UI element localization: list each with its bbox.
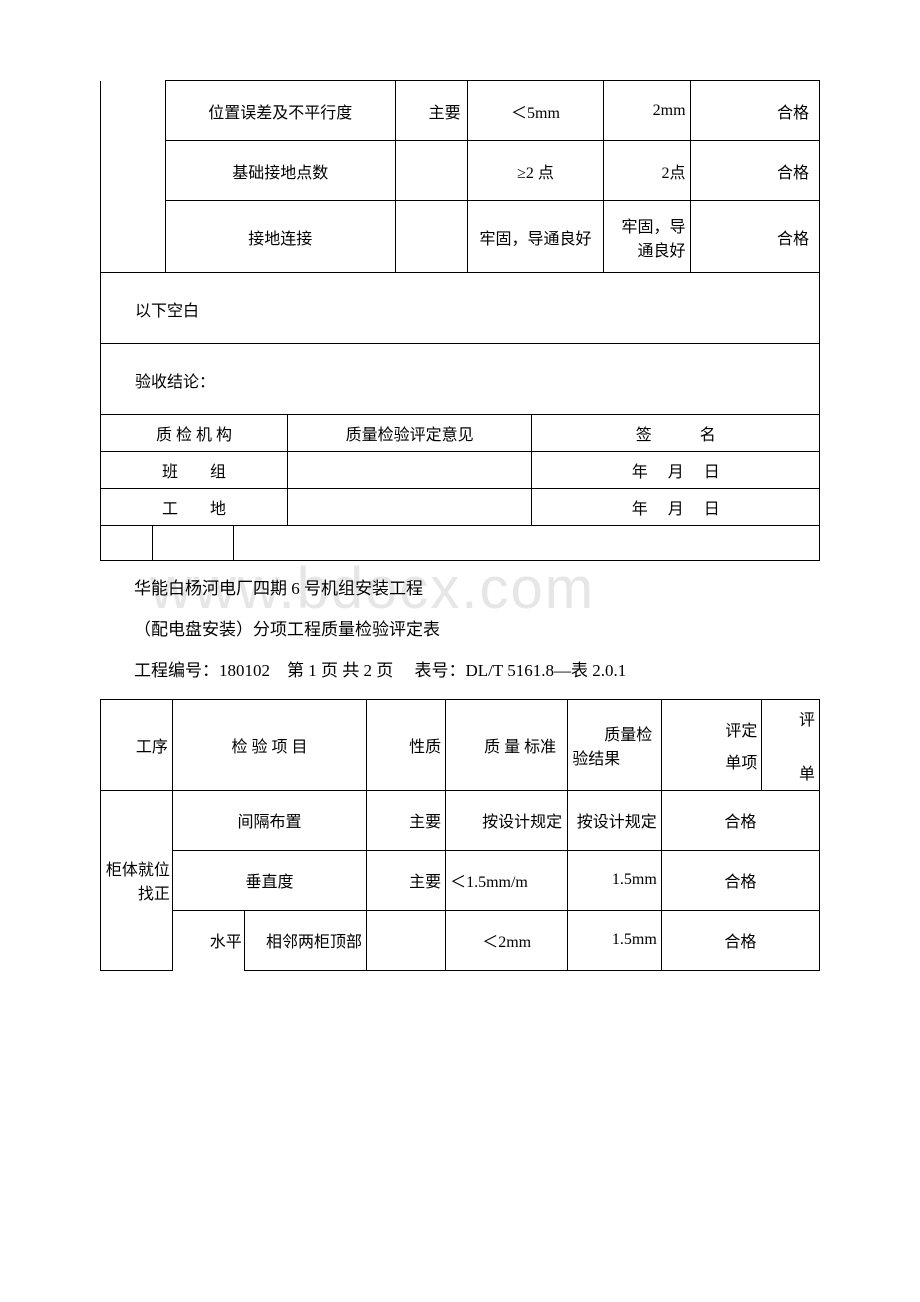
item-cell: 间隔布置: [172, 790, 366, 850]
result-cell: 2点: [604, 141, 690, 201]
site-date: 年 月 日: [532, 489, 820, 526]
eval-cell: 合格: [661, 850, 819, 910]
nature-cell: 主要: [367, 850, 446, 910]
nature-cell: [367, 910, 446, 970]
qc-org-label: 质 检 机 构: [101, 415, 288, 452]
head-nature: 性质: [367, 699, 446, 790]
site-opinion: [287, 489, 531, 526]
blank-row: 以下空白: [101, 273, 820, 344]
eval-cell: 合格: [690, 81, 819, 141]
item-cell-a: 水平: [172, 910, 244, 970]
result-cell: 牢固，导通良好: [604, 201, 690, 273]
standard-cell: 牢固，导通良好: [467, 201, 604, 273]
eval-cell: 合格: [690, 141, 819, 201]
site-label: 工 地: [101, 489, 288, 526]
head-eval-extra: 评 单: [762, 699, 820, 790]
result-cell: 1.5mm: [568, 850, 661, 910]
item-cell: 垂直度: [172, 850, 366, 910]
head-result: 质量检验结果: [568, 699, 661, 790]
standard-cell: ＜5mm: [467, 81, 604, 141]
head-item: 检 验 项 目: [172, 699, 366, 790]
nature-cell: [395, 141, 467, 201]
mid-line-3: 工程编号：180102 第 1 页 共 2 页 表号：DL/T 5161.8—表…: [100, 657, 820, 684]
team-date: 年 月 日: [532, 452, 820, 489]
result-cell: 2mm: [604, 81, 690, 141]
standard-cell: ＜1.5mm/m: [446, 850, 568, 910]
inspection-table-2: 工序 检 验 项 目 性质 质 量 标准 质量检验结果 评定 单项 评 单 柜体…: [100, 699, 820, 971]
standard-cell: 按设计规定: [446, 790, 568, 850]
eval-cell: 合格: [690, 201, 819, 273]
nature-cell: 主要: [367, 790, 446, 850]
team-opinion: [287, 452, 531, 489]
result-cell: 1.5mm: [568, 910, 661, 970]
row-group-cell: [101, 141, 166, 201]
head-eval-unit: 评定 单项: [661, 699, 762, 790]
qc-opinion-label: 质量检验评定意见: [287, 415, 531, 452]
conclusion-row: 验收结论：: [101, 344, 820, 415]
item-cell-b: 相邻两柜顶部: [244, 910, 366, 970]
head-standard: 质 量 标准: [446, 699, 568, 790]
team-label: 班 组: [101, 452, 288, 489]
row-group-cell: [101, 81, 166, 141]
signoff-table: 质 检 机 构 质量检验评定意见 签 名 班 组 年 月 日 工 地 年 月 日: [100, 414, 820, 561]
head-seq: 工序: [101, 699, 173, 790]
group-label: 柜体就位找正: [101, 790, 173, 970]
standard-cell: ＜2mm: [446, 910, 568, 970]
standard-cell: ≥2 点: [467, 141, 604, 201]
item-cell: 位置误差及不平行度: [165, 81, 395, 141]
item-cell: 接地连接: [165, 201, 395, 273]
eval-cell: 合格: [661, 790, 819, 850]
inspection-table-1: 位置误差及不平行度 主要 ＜5mm 2mm 合格 基础接地点数 ≥2 点 2点 …: [100, 80, 820, 415]
item-cell: 基础接地点数: [165, 141, 395, 201]
nature-cell: [395, 201, 467, 273]
sign-label: 签 名: [532, 415, 820, 452]
nature-cell: 主要: [395, 81, 467, 141]
eval-cell: 合格: [661, 910, 819, 970]
result-cell: 按设计规定: [568, 790, 661, 850]
mid-line-1: 华能白杨河电厂四期 6 号机组安装工程: [100, 575, 820, 602]
mid-line-2: （配电盘安装）分项工程质量检验评定表: [100, 616, 820, 643]
row-group-cell: [101, 201, 166, 273]
